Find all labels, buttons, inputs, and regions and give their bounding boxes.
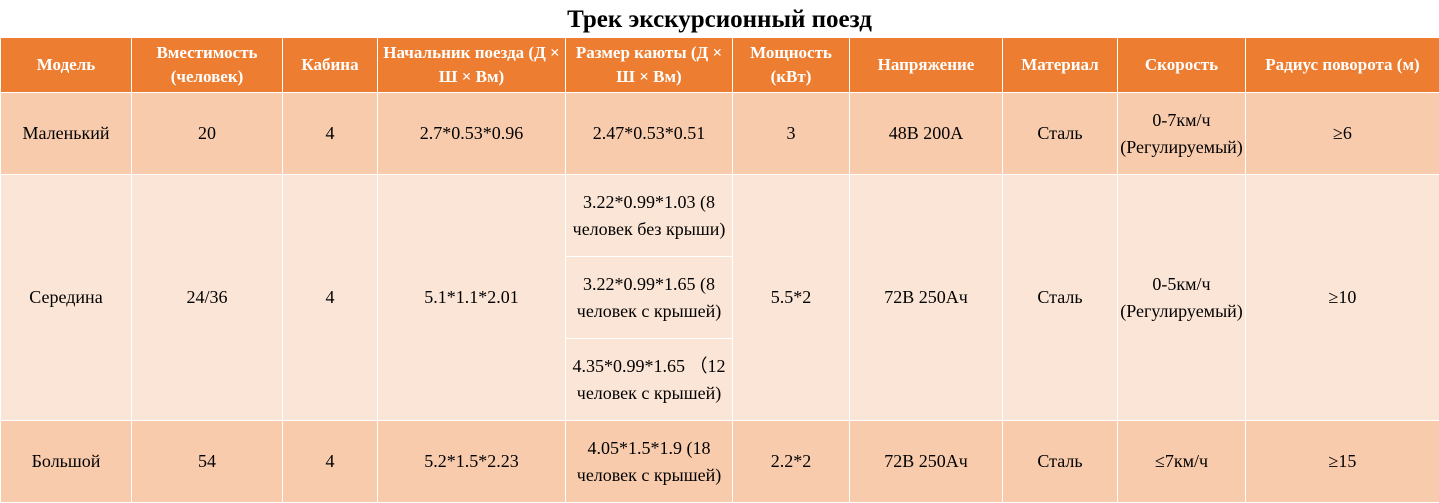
cell-cabin-size: 3.22*0.99*1.65 (8 человек с крышей): [565, 256, 733, 339]
cell-speed: 0-7км/ч (Регулируемый): [1117, 92, 1246, 175]
cell-model: Середина: [0, 174, 132, 421]
column-header-cab: Кабина: [282, 37, 378, 93]
page-title: Трек экскурсионный поезд: [567, 6, 872, 33]
cell-speed: 0-5км/ч (Регулируемый): [1117, 174, 1246, 421]
column-header-speed: Скорость: [1117, 37, 1246, 93]
cell-cabin-size: 4.05*1.5*1.9 (18 человек с крышей): [565, 420, 733, 503]
column-header-material: Материал: [1002, 37, 1118, 93]
cell-voltage: 48В 200А: [849, 92, 1003, 175]
cell-material: Сталь: [1002, 174, 1118, 421]
cell-cabin-size: 2.47*0.53*0.51: [565, 92, 733, 175]
cell-capacity: 24/36: [131, 174, 283, 421]
cell-head: 5.1*1.1*2.01: [377, 174, 566, 421]
cell-head: 2.7*0.53*0.96: [377, 92, 566, 175]
cell-voltage: 72В 250Ач: [849, 420, 1003, 503]
table-row-mid-sub: 3.22*0.99*1.65 (8 человек с крышей): [1, 256, 1439, 339]
table-row-mid-sub: 4.35*0.99*1.65 （12 человек с крышей): [1, 338, 1439, 421]
cell-radius: ≥10: [1245, 174, 1439, 421]
table-header-row: Модель Вместимость (человек) Кабина Нача…: [0, 37, 1439, 93]
cell-material: Сталь: [1002, 420, 1118, 503]
cell-model: Большой: [0, 420, 132, 503]
cell-cab: 4: [282, 92, 378, 175]
cell-cab: 4: [282, 174, 378, 421]
cell-speed: ≤7км/ч: [1117, 420, 1246, 503]
cell-head: 5.2*1.5*2.23: [377, 420, 566, 503]
cell-radius: ≥6: [1245, 92, 1439, 175]
cell-material: Сталь: [1002, 92, 1118, 175]
cell-voltage: 72В 250Ач: [849, 174, 1003, 421]
table-row-mid: Середина 24/36 4 5.1*1.1*2.01 3.22*0.99*…: [0, 174, 1439, 421]
table-row-big: Большой 54 4 5.2*1.5*2.23 4.05*1.5*1.9 (…: [0, 420, 1439, 503]
spec-table: Модель Вместимость (человек) Кабина Нача…: [0, 37, 1439, 503]
column-header-radius: Радиус поворота (м): [1245, 37, 1439, 93]
table-row-small: Маленький 20 4 2.7*0.53*0.96 2.47*0.53*0…: [0, 92, 1439, 175]
cell-cabin-size: 3.22*0.99*1.03 (8 человек без крыши): [565, 174, 733, 257]
column-header-cabin-size: Размер каюты (Д × Ш × Вм): [565, 37, 733, 93]
cell-power: 3: [732, 92, 850, 175]
column-header-capacity: Вместимость (человек): [131, 37, 283, 93]
cell-power: 2.2*2: [732, 420, 850, 503]
cell-power: 5.5*2: [732, 174, 850, 421]
column-header-voltage: Напряжение: [849, 37, 1003, 93]
column-header-model: Модель: [0, 37, 132, 93]
cell-cab: 4: [282, 420, 378, 503]
cell-cabin-size: 4.35*0.99*1.65 （12 человек с крышей): [565, 338, 733, 421]
cell-radius: ≥15: [1245, 420, 1439, 503]
cell-capacity: 54: [131, 420, 283, 503]
column-header-power: Мощность (кВт): [732, 37, 850, 93]
cell-capacity: 20: [131, 92, 283, 175]
column-header-head: Начальник поезда (Д × Ш × Вм): [377, 37, 566, 93]
cell-model: Маленький: [0, 92, 132, 175]
